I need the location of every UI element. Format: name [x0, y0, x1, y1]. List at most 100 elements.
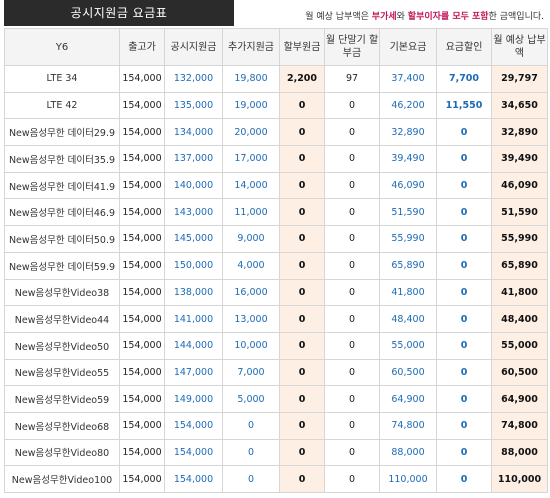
col-header-monthly-installment-label: 월 단말기 할부금: [326, 35, 378, 59]
cell-total: 29,797: [492, 66, 548, 93]
cell-plan: New음성무한 데이터35.9: [5, 146, 120, 173]
cell-subsidy: 141,000: [165, 306, 223, 333]
cell-base-fee: 55,990: [380, 226, 437, 253]
cell-subsidy: 147,000: [165, 359, 223, 386]
note-prefix: 월 예상 납부액은: [305, 12, 372, 22]
table-row: New음성무한 데이터41.9 154,000 140,000 14,000 0 0 46,…: [5, 172, 548, 199]
cell-price: 154,000: [120, 119, 165, 146]
cell-discount: 11,550: [437, 92, 492, 119]
cell-monthly-installment: 0: [325, 199, 380, 226]
cell-extra-subsidy: 16,000: [223, 279, 280, 306]
cell-price: 154,000: [120, 199, 165, 226]
cell-total: 65,890: [492, 252, 548, 279]
cell-discount: 0: [437, 332, 492, 359]
cell-base-fee: 64,900: [380, 386, 437, 413]
cell-plan: New음성무한 데이터59.9: [5, 252, 120, 279]
cell-base-fee: 55,000: [380, 332, 437, 359]
table-row: New음성무한 데이터50.9 154,000 145,000 9,000 0 0 55,9…: [5, 226, 548, 253]
cell-plan: New음성무한Video55: [5, 359, 120, 386]
cell-plan: New음성무한 데이터46.9: [5, 199, 120, 226]
cell-base-fee: 60,500: [380, 359, 437, 386]
cell-monthly-installment: 0: [325, 412, 380, 439]
cell-price: 154,000: [120, 306, 165, 333]
cell-subsidy: 143,000: [165, 199, 223, 226]
col-header-total: 월 예상 납부액: [492, 29, 548, 66]
cell-total: 46,090: [492, 172, 548, 199]
cell-price: 154,000: [120, 92, 165, 119]
cell-monthly-installment: 97: [325, 66, 380, 93]
cell-discount: 0: [437, 466, 492, 493]
cell-discount: 0: [437, 146, 492, 173]
cell-extra-subsidy: 19,800: [223, 66, 280, 93]
cell-total: 74,800: [492, 412, 548, 439]
cell-principal: 0: [280, 279, 325, 306]
cell-total: 55,990: [492, 226, 548, 253]
cell-principal: 0: [280, 226, 325, 253]
cell-base-fee: 46,200: [380, 92, 437, 119]
cell-discount: 0: [437, 359, 492, 386]
col-header-monthly-installment: 월 단말기 할부금: [325, 29, 380, 66]
cell-extra-subsidy: 11,000: [223, 199, 280, 226]
cell-price: 154,000: [120, 412, 165, 439]
cell-plan: New음성무한Video50: [5, 332, 120, 359]
cell-monthly-installment: 0: [325, 279, 380, 306]
cell-total: 34,650: [492, 92, 548, 119]
cell-total: 55,000: [492, 332, 548, 359]
cell-plan: New음성무한Video68: [5, 412, 120, 439]
note-highlight-interest: 할부이자를 모두 포함: [408, 12, 489, 22]
col-header-subsidy: 공시지원금: [165, 29, 223, 66]
cell-plan: LTE 42: [5, 92, 120, 119]
table-header-row: Y6 출고가 공시지원금 추가지원금 할부원금 월 단말기 할부금 기본요금 요…: [5, 29, 548, 66]
cell-principal: 0: [280, 386, 325, 413]
cell-total: 88,000: [492, 439, 548, 466]
cell-monthly-installment: 0: [325, 172, 380, 199]
cell-extra-subsidy: 5,000: [223, 386, 280, 413]
cell-total: 64,900: [492, 386, 548, 413]
cell-base-fee: 46,090: [380, 172, 437, 199]
cell-price: 154,000: [120, 146, 165, 173]
cell-base-fee: 39,490: [380, 146, 437, 173]
cell-monthly-installment: 0: [325, 226, 380, 253]
cell-subsidy: 140,000: [165, 172, 223, 199]
cell-discount: 0: [437, 199, 492, 226]
cell-price: 154,000: [120, 252, 165, 279]
cell-base-fee: 65,890: [380, 252, 437, 279]
cell-price: 154,000: [120, 279, 165, 306]
cell-subsidy: 135,000: [165, 92, 223, 119]
cell-base-fee: 88,000: [380, 439, 437, 466]
cell-price: 154,000: [120, 332, 165, 359]
table-row: New음성무한Video55 154,000 147,000 7,000 0 0 60,50…: [5, 359, 548, 386]
cell-extra-subsidy: 7,000: [223, 359, 280, 386]
cell-discount: 0: [437, 172, 492, 199]
table-row: LTE 42 154,000 135,000 19,000 0 0 46,200 11,550…: [5, 92, 548, 119]
table-row: LTE 34 154,000 132,000 19,800 2,200 97 37,400 7…: [5, 66, 548, 93]
cell-plan: LTE 34: [5, 66, 120, 93]
cell-monthly-installment: 0: [325, 306, 380, 333]
fee-table: Y6 출고가 공시지원금 추가지원금 할부원금 월 단말기 할부금 기본요금 요…: [4, 28, 548, 493]
cell-discount: 0: [437, 439, 492, 466]
table-row: New음성무한 데이터35.9 154,000 137,000 17,000 0 0 39,…: [5, 146, 548, 173]
cell-discount: 0: [437, 119, 492, 146]
col-header-principal: 할부원금: [280, 29, 325, 66]
cell-monthly-installment: 0: [325, 119, 380, 146]
price-note: 월 예상 납부액은 부가세와 할부이자를 모두 포함한 금액입니다.: [305, 9, 544, 22]
cell-extra-subsidy: 17,000: [223, 146, 280, 173]
cell-subsidy: 144,000: [165, 332, 223, 359]
cell-plan: New음성무한Video100: [5, 466, 120, 493]
cell-plan: New음성무한 데이터50.9: [5, 226, 120, 253]
cell-subsidy: 149,000: [165, 386, 223, 413]
table-row: New음성무한Video100 154,000 154,000 0 0 0 110,000 0…: [5, 466, 548, 493]
col-header-model: Y6: [5, 29, 120, 66]
cell-base-fee: 74,800: [380, 412, 437, 439]
cell-base-fee: 32,890: [380, 119, 437, 146]
note-suffix: 한 금액입니다.: [489, 12, 544, 22]
cell-subsidy: 154,000: [165, 439, 223, 466]
note-highlight-vat: 부가세: [372, 12, 397, 22]
cell-plan: New음성무한Video59: [5, 386, 120, 413]
table-row: New음성무한Video68 154,000 154,000 0 0 0 74,800 0 74…: [5, 412, 548, 439]
table-row: New음성무한Video50 154,000 144,000 10,000 0 0 55,0…: [5, 332, 548, 359]
cell-monthly-installment: 0: [325, 359, 380, 386]
cell-extra-subsidy: 4,000: [223, 252, 280, 279]
cell-extra-subsidy: 0: [223, 412, 280, 439]
cell-price: 154,000: [120, 66, 165, 93]
